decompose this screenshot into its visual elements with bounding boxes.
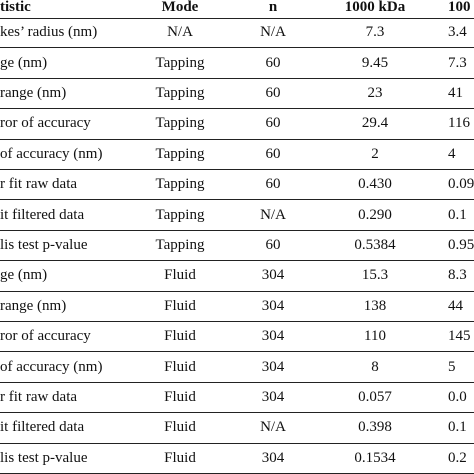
table-cell: 7.3 <box>365 24 385 41</box>
table-cell: 2 <box>371 145 379 162</box>
table-cell: Tapping <box>155 84 205 101</box>
table-row: range (nm) Tapping 60 23 41 <box>0 79 474 110</box>
table-cell: 8 <box>371 358 379 375</box>
table-cell: r fit raw data <box>0 388 78 405</box>
table-cell: 3.4 <box>448 24 467 41</box>
table-cell: N/A <box>167 24 193 41</box>
table-cell: 304 <box>261 267 285 284</box>
table-cell: it filtered data <box>0 206 85 223</box>
table-cell: 304 <box>261 297 285 314</box>
table-cell: 0.057 <box>358 388 392 405</box>
table-cell: 15.3 <box>361 267 389 284</box>
table-cell: ror of accuracy <box>0 115 91 132</box>
table-cell: N/A <box>260 24 286 41</box>
table-row: of accuracy (nm) Fluid 304 8 5 <box>0 352 474 383</box>
table-cell: 0.09 <box>448 176 474 193</box>
table-row: ror of accuracy Tapping 60 29.4 116 <box>0 109 474 140</box>
table-cell: ge (nm) <box>0 267 48 284</box>
table-cell: Tapping <box>155 206 205 223</box>
table-cell: 0.0 <box>448 388 467 405</box>
table-cell: 304 <box>261 388 285 405</box>
table-cell: Fluid <box>164 388 196 405</box>
table-cell: 60 <box>265 236 281 253</box>
table-cell: 0.398 <box>358 419 392 436</box>
table-row: r fit raw data Tapping 60 0.430 0.09 <box>0 170 474 201</box>
table-cell: ror of accuracy <box>0 328 91 345</box>
table-cell: 60 <box>265 176 281 193</box>
table-cell: Fluid <box>164 358 196 375</box>
table-cell: 110 <box>364 328 386 345</box>
table-cell: 9.45 <box>361 54 389 71</box>
table-cell: 116 <box>448 115 470 132</box>
table-cell: Tapping <box>155 54 205 71</box>
table-cell: lis test p-value <box>0 449 88 466</box>
table-cell: 304 <box>261 358 285 375</box>
table-cell: 100 k <box>448 0 474 15</box>
table-cell: 60 <box>265 145 281 162</box>
table-cell: 0.5384 <box>354 236 396 253</box>
table-cell: kes’ radius (nm) <box>0 24 98 41</box>
table-cell: Fluid <box>164 449 196 466</box>
table-row: lis test p-value Fluid 304 0.1534 0.2 <box>0 444 474 474</box>
table-cell: 60 <box>265 84 281 101</box>
table-cell: Tapping <box>155 176 205 193</box>
table-row: ge (nm) Fluid 304 15.3 8.3 <box>0 261 474 292</box>
table-cell: tistic <box>0 0 31 15</box>
table-cell: 0.1 <box>448 419 467 436</box>
table-row: ror of accuracy Fluid 304 110 145 <box>0 322 474 353</box>
table-row: ge (nm) Tapping 60 9.45 7.3 <box>0 48 474 79</box>
table-cell: 0.290 <box>358 206 392 223</box>
table-cell: of accuracy (nm) <box>0 145 103 162</box>
table-cell: 44 <box>448 297 463 314</box>
table-row: of accuracy (nm) Tapping 60 2 4 <box>0 140 474 170</box>
table-cell: range (nm) <box>0 297 67 314</box>
table-cell: of accuracy (nm) <box>0 358 103 375</box>
table-cell: 60 <box>265 115 281 132</box>
table-cell: 0.1 <box>448 206 467 223</box>
table-cell: Tapping <box>155 145 205 162</box>
table-row: lis test p-value Tapping 60 0.5384 0.95 <box>0 231 474 262</box>
table-cell: Fluid <box>164 419 196 436</box>
table-cell: 5 <box>448 358 456 375</box>
table-cell: Fluid <box>164 267 196 284</box>
table-cell: Fluid <box>164 297 196 314</box>
table-cell: lis test p-value <box>0 236 88 253</box>
table-cell: 0.430 <box>358 176 392 193</box>
table-row: r fit raw data Fluid 304 0.057 0.0 <box>0 383 474 414</box>
table-cell: 60 <box>265 54 281 71</box>
table-cell: Mode <box>161 0 199 15</box>
header-row: tistic Mode n 1000 kDa 100 k <box>0 0 474 19</box>
table-cell: 304 <box>261 449 285 466</box>
table-cell: 0.1534 <box>354 449 396 466</box>
table-cell: 29.4 <box>361 115 389 132</box>
table-cell: ge (nm) <box>0 54 48 71</box>
table-cell: Tapping <box>155 115 205 132</box>
table-cell: 41 <box>448 84 463 101</box>
table-cell: 0.95 <box>448 236 474 253</box>
table-cell: it filtered data <box>0 419 85 436</box>
table-cell: range (nm) <box>0 84 67 101</box>
table-row: kes’ radius (nm) N/A N/A 7.3 3.4 <box>0 18 474 49</box>
table-cell: 304 <box>261 328 285 345</box>
table-cell: 145 <box>448 328 471 345</box>
table-row: it filtered data Tapping N/A 0.290 0.1 <box>0 200 474 231</box>
table-cell: N/A <box>260 206 286 223</box>
table-cell: r fit raw data <box>0 176 78 193</box>
table-cell: 1000 kDa <box>344 0 406 15</box>
table-cell: Tapping <box>155 236 205 253</box>
table-row: it filtered data Fluid N/A 0.398 0.1 <box>0 413 474 444</box>
table-cell: 4 <box>448 145 456 162</box>
table-cell: N/A <box>260 419 286 436</box>
table-cell: 7.3 <box>448 54 467 71</box>
table-cell: 138 <box>363 297 387 314</box>
table-cell: Fluid <box>164 328 196 345</box>
table-row: range (nm) Fluid 304 138 44 <box>0 292 474 322</box>
table-cell: 8.3 <box>448 267 467 284</box>
table-cell: 0.2 <box>448 449 467 466</box>
table-cell: n <box>268 0 278 15</box>
table-cell: 23 <box>367 84 383 101</box>
